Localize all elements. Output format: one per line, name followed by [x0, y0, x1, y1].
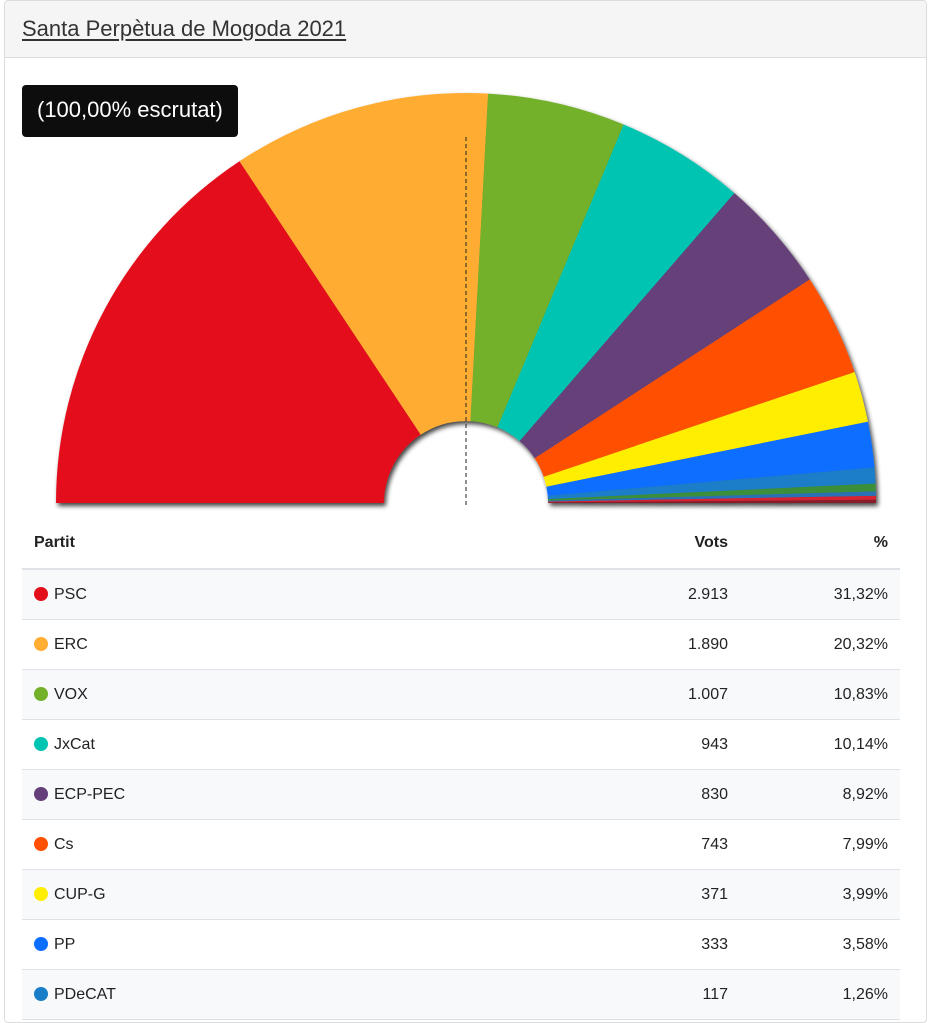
slice-other[interactable]	[547, 499, 876, 503]
party-color-dot	[34, 986, 48, 1001]
party-name: Cs	[54, 835, 74, 853]
party-name: ERC	[54, 635, 88, 653]
table-row: PSC 2.913 31,32%	[22, 569, 900, 620]
slice-pdecat[interactable]	[547, 467, 876, 500]
votes-cell: 1.007	[446, 669, 740, 720]
slice-other[interactable]	[547, 483, 876, 501]
party-name: CUP-G	[54, 885, 106, 903]
votes-cell: 2.913	[446, 569, 740, 620]
pct-cell: 3,58%	[740, 919, 900, 970]
slice-other[interactable]	[547, 491, 876, 502]
party-cell: CUP-G	[22, 869, 446, 920]
party-color-dot	[34, 936, 48, 951]
results-table: Partit Vots % PSC 2.913 31,32% ERC 1.890 20,3…	[22, 518, 900, 1020]
votes-cell: 1.890	[446, 619, 740, 670]
party-cell: PP	[22, 919, 446, 970]
header-pct: %	[740, 518, 900, 570]
pct-cell: 7,99%	[740, 819, 900, 870]
table-body: PSC 2.913 31,32% ERC 1.890 20,32% VOX 1.007 10,8…	[22, 569, 900, 1020]
party-color-dot	[34, 886, 48, 901]
party-color-dot	[34, 636, 48, 651]
pct-cell: 3,99%	[740, 869, 900, 920]
votes-cell: 117	[446, 969, 740, 1020]
pct-cell: 31,32%	[740, 569, 900, 620]
party-color-dot	[34, 736, 48, 751]
votes-cell: 830	[446, 769, 740, 820]
party-name: PDeCAT	[54, 985, 116, 1003]
party-cell: JxCat	[22, 719, 446, 770]
table-row: CUP-G 371 3,99%	[22, 869, 900, 920]
panel-header	[5, 1, 926, 58]
votes-cell: 943	[446, 719, 740, 770]
party-cell: PSC	[22, 569, 446, 620]
table-row: VOX 1.007 10,83%	[22, 669, 900, 720]
scrutiny-badge: (100,00% escrutat)	[22, 85, 238, 137]
table-row: ECP-PEC 830 8,92%	[22, 769, 900, 820]
party-cell: Cs	[22, 819, 446, 870]
votes-cell: 371	[446, 869, 740, 920]
table-row: JxCat 943 10,14%	[22, 719, 900, 770]
party-name: PSC	[54, 585, 87, 603]
party-cell: PDeCAT	[22, 969, 446, 1020]
slice-cs[interactable]	[534, 279, 855, 477]
header-votes: Vots	[446, 518, 740, 570]
slice-other[interactable]	[547, 495, 876, 503]
party-cell: VOX	[22, 669, 446, 720]
slice-pp[interactable]	[546, 421, 875, 496]
party-cell: ERC	[22, 619, 446, 670]
pct-cell: 20,32%	[740, 619, 900, 670]
party-color-dot	[34, 786, 48, 801]
party-color-dot	[34, 586, 48, 601]
party-cell: ECP-PEC	[22, 769, 446, 820]
party-color-dot	[34, 686, 48, 701]
party-name: JxCat	[54, 735, 95, 753]
pct-cell: 8,92%	[740, 769, 900, 820]
slice-vox[interactable]	[470, 93, 624, 428]
party-name: VOX	[54, 685, 88, 703]
page-title[interactable]: Santa Perpètua de Mogoda 2021	[22, 16, 347, 41]
votes-cell: 743	[446, 819, 740, 870]
table-row: ERC 1.890 20,32%	[22, 619, 900, 670]
votes-cell: 333	[446, 919, 740, 970]
slice-ecp-pec[interactable]	[519, 193, 810, 459]
table-header-row: Partit Vots %	[22, 518, 900, 570]
table-row: Cs 743 7,99%	[22, 819, 900, 870]
party-name: PP	[54, 935, 76, 953]
slice-erc[interactable]	[239, 93, 489, 435]
table-row: PDeCAT 117 1,26%	[22, 969, 900, 1020]
slice-jxcat[interactable]	[497, 124, 735, 442]
slice-cup-g[interactable]	[543, 372, 868, 487]
pct-cell: 10,83%	[740, 669, 900, 720]
slice-psc[interactable]	[56, 161, 421, 503]
pct-cell: 10,14%	[740, 719, 900, 770]
hemicycle-chart	[56, 93, 876, 506]
pct-cell: 1,26%	[740, 969, 900, 1020]
party-name: ECP-PEC	[54, 785, 126, 803]
header-party: Partit	[22, 518, 446, 570]
results-panel	[4, 0, 927, 1023]
table-row: PP 333 3,58%	[22, 919, 900, 970]
party-color-dot	[34, 836, 48, 851]
